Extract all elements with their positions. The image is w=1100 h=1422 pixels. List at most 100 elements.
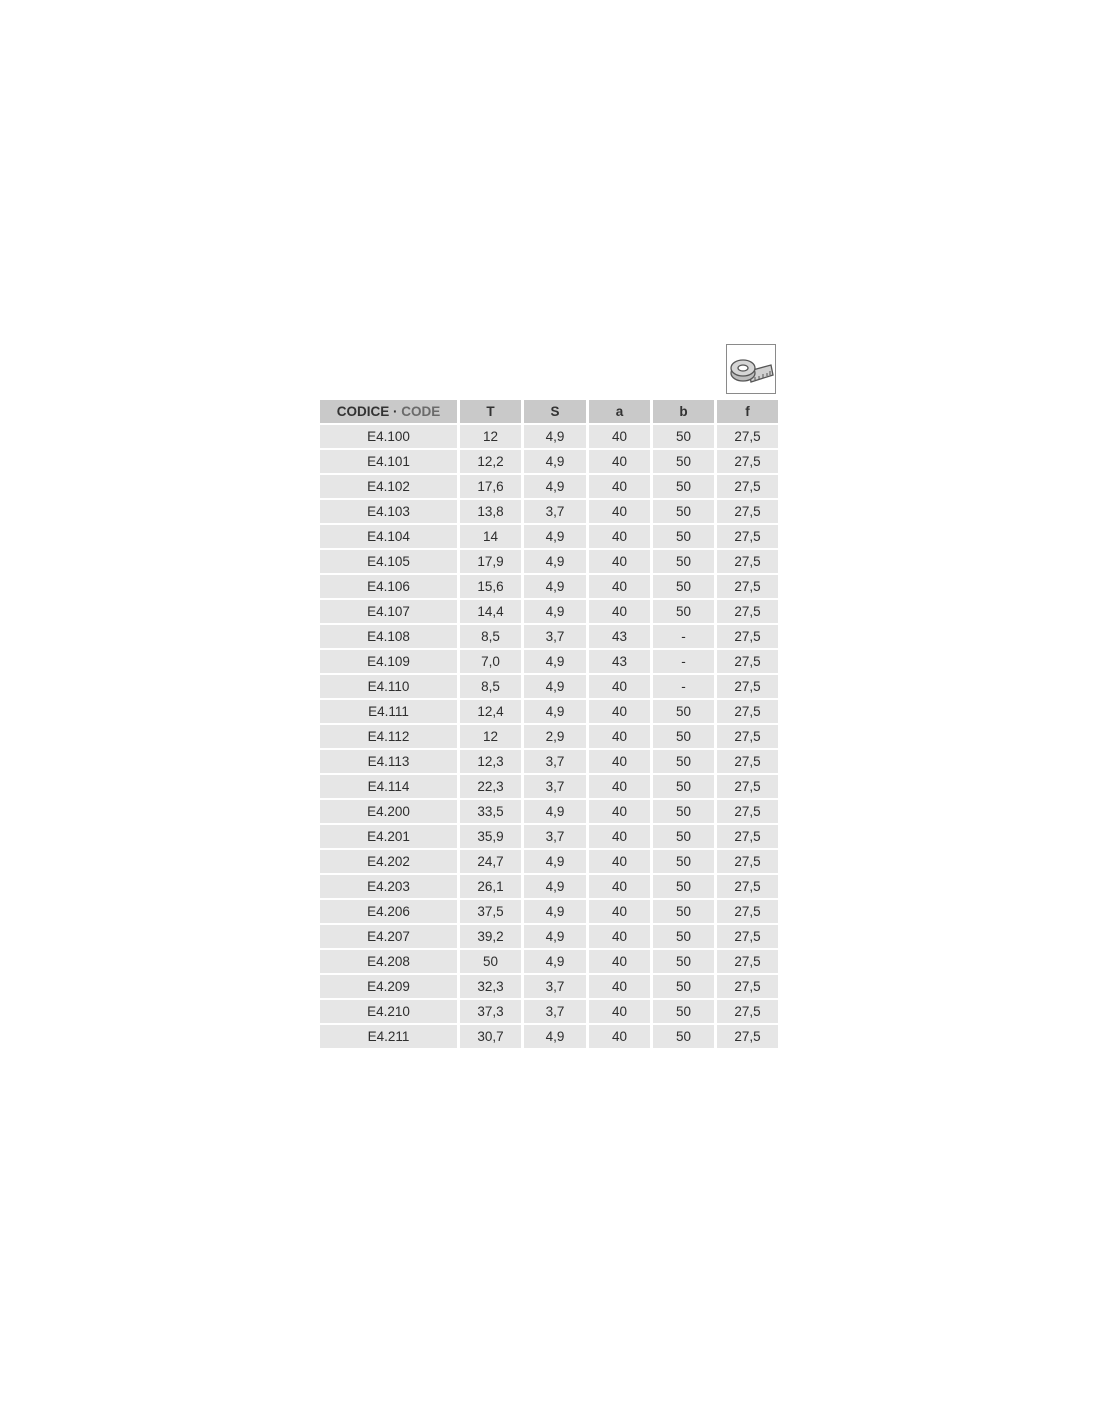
cell-code: E4.106	[320, 575, 457, 598]
cell-b: 50	[653, 950, 714, 973]
cell-f: 27,5	[717, 700, 778, 723]
cell-s: 3,7	[524, 775, 586, 798]
cell-f: 27,5	[717, 550, 778, 573]
cell-f: 27,5	[717, 1025, 778, 1048]
cell-code: E4.100	[320, 425, 457, 448]
cell-f: 27,5	[717, 925, 778, 948]
cell-s: 4,9	[524, 700, 586, 723]
cell-b: 50	[653, 475, 714, 498]
table-row: E4.202 24,7 4,9 40 50 27,5	[320, 850, 778, 873]
cell-b: 50	[653, 1000, 714, 1023]
cell-code: E4.200	[320, 800, 457, 823]
table-row: E4.111 12,4 4,9 40 50 27,5	[320, 700, 778, 723]
cell-s: 4,9	[524, 550, 586, 573]
cell-b: 50	[653, 975, 714, 998]
cell-f: 27,5	[717, 525, 778, 548]
cell-code: E4.109	[320, 650, 457, 673]
cell-code: E4.101	[320, 450, 457, 473]
cell-f: 27,5	[717, 975, 778, 998]
cell-b: 50	[653, 750, 714, 773]
cell-t: 12,2	[460, 450, 521, 473]
code-label-en: CODE	[401, 404, 441, 419]
cell-t: 17,9	[460, 550, 521, 573]
table-row: E4.200 33,5 4,9 40 50 27,5	[320, 800, 778, 823]
cell-b: 50	[653, 875, 714, 898]
cell-f: 27,5	[717, 775, 778, 798]
column-header-f: f	[717, 400, 778, 423]
cell-s: 3,7	[524, 825, 586, 848]
cell-f: 27,5	[717, 500, 778, 523]
cell-a: 43	[589, 625, 650, 648]
table-row: E4.207 39,2 4,9 40 50 27,5	[320, 925, 778, 948]
cell-code: E4.112	[320, 725, 457, 748]
cell-t: 12,3	[460, 750, 521, 773]
column-header-s: S	[524, 400, 586, 423]
cell-f: 27,5	[717, 950, 778, 973]
cell-t: 26,1	[460, 875, 521, 898]
code-label-it: CODICE	[336, 404, 390, 419]
cell-f: 27,5	[717, 875, 778, 898]
cell-t: 30,7	[460, 1025, 521, 1048]
cell-a: 40	[589, 675, 650, 698]
table-row: E4.101 12,2 4,9 40 50 27,5	[320, 450, 778, 473]
cell-a: 40	[589, 500, 650, 523]
cell-a: 40	[589, 750, 650, 773]
cell-f: 27,5	[717, 625, 778, 648]
cell-b: 50	[653, 725, 714, 748]
cell-code: E4.201	[320, 825, 457, 848]
cell-s: 3,7	[524, 625, 586, 648]
table-row: E4.201 35,9 3,7 40 50 27,5	[320, 825, 778, 848]
column-header-t: T	[460, 400, 521, 423]
cell-t: 7,0	[460, 650, 521, 673]
cell-code: E4.210	[320, 1000, 457, 1023]
cell-s: 4,9	[524, 650, 586, 673]
column-header-b: b	[653, 400, 714, 423]
cell-b: 50	[653, 1025, 714, 1048]
cell-t: 32,3	[460, 975, 521, 998]
cell-code: E4.113	[320, 750, 457, 773]
cell-code: E4.203	[320, 875, 457, 898]
table-row: E4.109 7,0 4,9 43-27,5	[320, 650, 778, 673]
table-row: E4.102 17,6 4,9 40 50 27,5	[320, 475, 778, 498]
cell-a: 40	[589, 775, 650, 798]
table-row: E4.105 17,9 4,9 40 50 27,5	[320, 550, 778, 573]
cell-code: E4.104	[320, 525, 457, 548]
cell-s: 4,9	[524, 800, 586, 823]
cell-f: 27,5	[717, 750, 778, 773]
cell-a: 40	[589, 725, 650, 748]
measuring-tape-icon	[726, 344, 776, 394]
cell-t: 24,7	[460, 850, 521, 873]
table-row: E4.104 14 4,9 40 50 27,5	[320, 525, 778, 548]
cell-a: 43	[589, 650, 650, 673]
cell-s: 4,9	[524, 875, 586, 898]
cell-f: 27,5	[717, 675, 778, 698]
cell-code: E4.207	[320, 925, 457, 948]
cell-a: 40	[589, 525, 650, 548]
cell-t: 50	[460, 950, 521, 973]
cell-t: 35,9	[460, 825, 521, 848]
cell-s: 4,9	[524, 450, 586, 473]
cell-f: 27,5	[717, 825, 778, 848]
cell-b: -	[653, 625, 714, 648]
cell-f: 27,5	[717, 800, 778, 823]
cell-code: E4.211	[320, 1025, 457, 1048]
table-row: E4.108 8,5 3,7 43-27,5	[320, 625, 778, 648]
table-row: E4.203 26,1 4,9 40 50 27,5	[320, 875, 778, 898]
table-row: E4.110 8,5 4,9 40-27,5	[320, 675, 778, 698]
cell-a: 40	[589, 1000, 650, 1023]
cell-f: 27,5	[717, 575, 778, 598]
table-header-row: CODICE · CODE T S a b f	[320, 400, 778, 423]
cell-a: 40	[589, 575, 650, 598]
column-header-code: CODICE · CODE	[320, 400, 457, 423]
cell-b: -	[653, 650, 714, 673]
cell-code: E4.209	[320, 975, 457, 998]
table-row: E4.112 12 2,9 40 50 27,5	[320, 725, 778, 748]
cell-code: E4.102	[320, 475, 457, 498]
cell-t: 14,4	[460, 600, 521, 623]
table-row: E4.206 37,5 4,9 40 50 27,5	[320, 900, 778, 923]
cell-a: 40	[589, 900, 650, 923]
cell-t: 8,5	[460, 625, 521, 648]
cell-code: E4.202	[320, 850, 457, 873]
cell-b: 50	[653, 800, 714, 823]
cell-t: 13,8	[460, 500, 521, 523]
